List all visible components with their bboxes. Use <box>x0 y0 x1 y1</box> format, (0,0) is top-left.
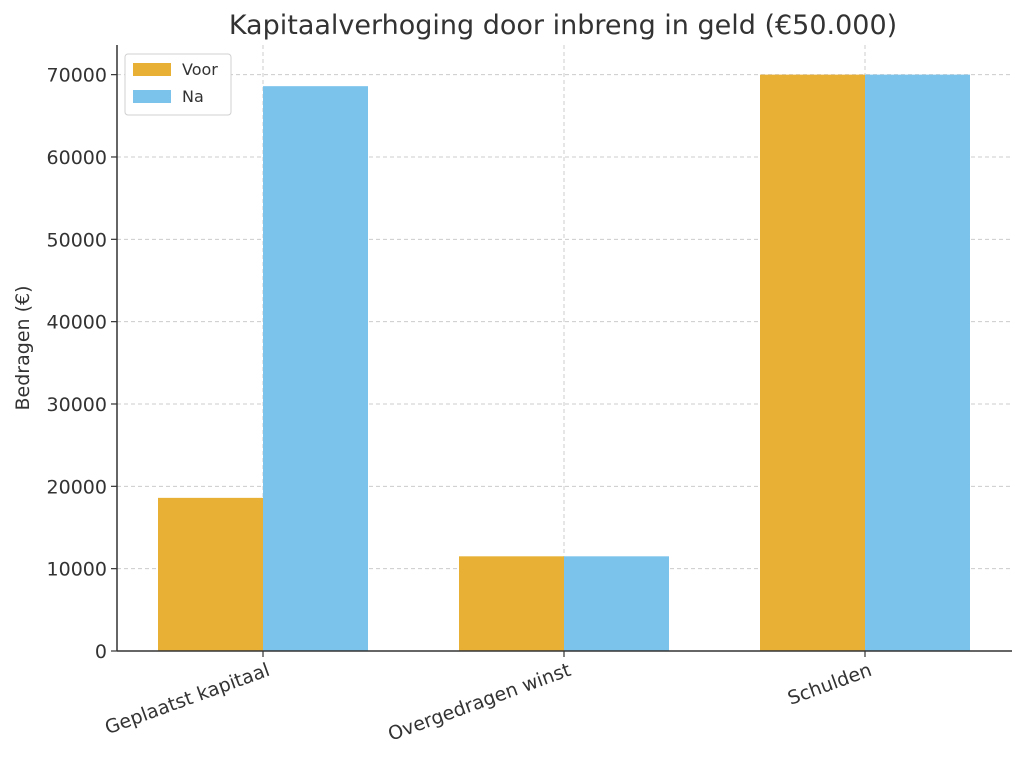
bars <box>158 74 970 652</box>
legend-swatch-na <box>133 90 171 103</box>
y-tick-label: 20000 <box>47 476 107 498</box>
legend-swatch-voor <box>133 63 171 76</box>
chart-title: Kapitaalverhoging door inbreng in geld (… <box>229 10 897 41</box>
legend: Voor Na <box>124 53 232 116</box>
y-axis-label: Bedragen (€) <box>12 286 34 411</box>
bar-voor-1 <box>158 497 263 651</box>
y-tick-label: 50000 <box>47 229 107 251</box>
y-tick-label: 0 <box>95 641 107 663</box>
y-tick-label: 10000 <box>47 559 107 581</box>
y-tick-labels: 0 10000 20000 30000 40000 50000 60000 70000 <box>47 65 107 663</box>
x-tick-label: Schulden <box>785 659 875 710</box>
y-tick-label: 30000 <box>47 394 107 416</box>
bar-na-2 <box>564 556 669 651</box>
y-tick-label: 60000 <box>47 147 107 169</box>
x-tick-labels: Geplaatst kapitaal Overgedragen winst Schu… <box>102 659 875 746</box>
legend-label-voor: Voor <box>182 60 218 79</box>
bar-na-1 <box>263 86 368 652</box>
x-tick-label: Overgedragen winst <box>385 659 574 746</box>
bar-voor-3 <box>760 74 865 652</box>
y-tick-label: 40000 <box>47 312 107 334</box>
x-tick-label: Geplaatst kapitaal <box>102 659 273 739</box>
legend-label-na: Na <box>182 87 204 106</box>
y-tick-label: 70000 <box>47 65 107 87</box>
bar-voor-2 <box>459 556 564 651</box>
axes <box>111 45 1012 657</box>
bar-na-3 <box>865 74 970 652</box>
